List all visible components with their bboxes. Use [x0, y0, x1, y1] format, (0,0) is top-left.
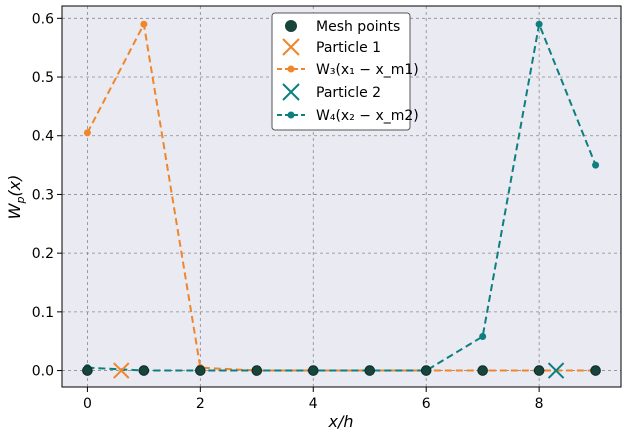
series-2-point — [592, 161, 600, 169]
mesh-point — [307, 365, 319, 376]
series-1-point — [140, 20, 148, 28]
legend-item-mesh: Mesh points — [285, 19, 400, 35]
mesh-point — [82, 365, 93, 376]
legend-label: Mesh points — [316, 19, 400, 35]
legend-label: Particle 2 — [316, 85, 381, 101]
legend-label: W₃(x₁ − x_m1) — [316, 62, 419, 78]
legend: Mesh points Particle 1 W₃(x₁ − x_m1) Partic… — [271, 12, 419, 131]
series-2-point — [535, 20, 543, 28]
x-axis-label: x/h — [328, 412, 354, 431]
mesh-point — [420, 365, 432, 376]
mesh-point — [477, 365, 488, 376]
legend-label: W₄(x₂ − x_m2) — [316, 108, 419, 124]
legend-item-p2-line: W₄(x₂ − x_m2) — [277, 108, 419, 124]
mesh-point — [138, 365, 150, 376]
x-tick-label: 2 — [196, 396, 205, 412]
mesh-point — [590, 365, 601, 376]
series-1-point — [83, 129, 91, 137]
x-tick-label: 4 — [309, 396, 318, 412]
legend-item-p2-marker: Particle 2 — [282, 83, 381, 101]
mesh-point — [251, 365, 263, 376]
particles — [113, 362, 565, 379]
particle-1-marker — [113, 362, 130, 379]
x-tick-label: 6 — [422, 396, 431, 412]
y-tick-label: 0.5 — [32, 70, 54, 86]
legend-mesh-swatch — [285, 20, 297, 32]
legend-label: Particle 1 — [316, 40, 381, 56]
y-axis-label: Wp(x) — [5, 175, 27, 220]
mesh-point — [364, 365, 376, 376]
y-tick-label: 0.2 — [32, 246, 54, 262]
mesh-point — [533, 365, 545, 376]
series-2-point — [479, 333, 487, 341]
y-tick-label: 0.4 — [32, 129, 54, 145]
particle-2-marker — [547, 362, 565, 379]
legend-box — [271, 12, 411, 131]
y-tick-label: 0.3 — [32, 187, 54, 203]
y-tick-label: 0.6 — [32, 11, 54, 27]
x-tick-label: 8 — [535, 396, 544, 412]
mesh-points — [82, 365, 601, 376]
series-line-2 — [87, 20, 597, 372]
mesh-point — [195, 365, 206, 376]
legend-item-p1-line: W₃(x₁ − x_m1) — [277, 62, 419, 78]
y-tick-label: 0.1 — [32, 305, 54, 321]
plot-border — [61, 5, 622, 388]
legend-item-p1-marker: Particle 1 — [282, 38, 381, 56]
x-tick-label: 0 — [83, 396, 92, 412]
ticks: 0 2 4 6 8 0.0 0.1 0.2 0.3 0.4 0.5 0.6 — [32, 11, 544, 412]
y-tick-label: 0.0 — [32, 364, 54, 380]
